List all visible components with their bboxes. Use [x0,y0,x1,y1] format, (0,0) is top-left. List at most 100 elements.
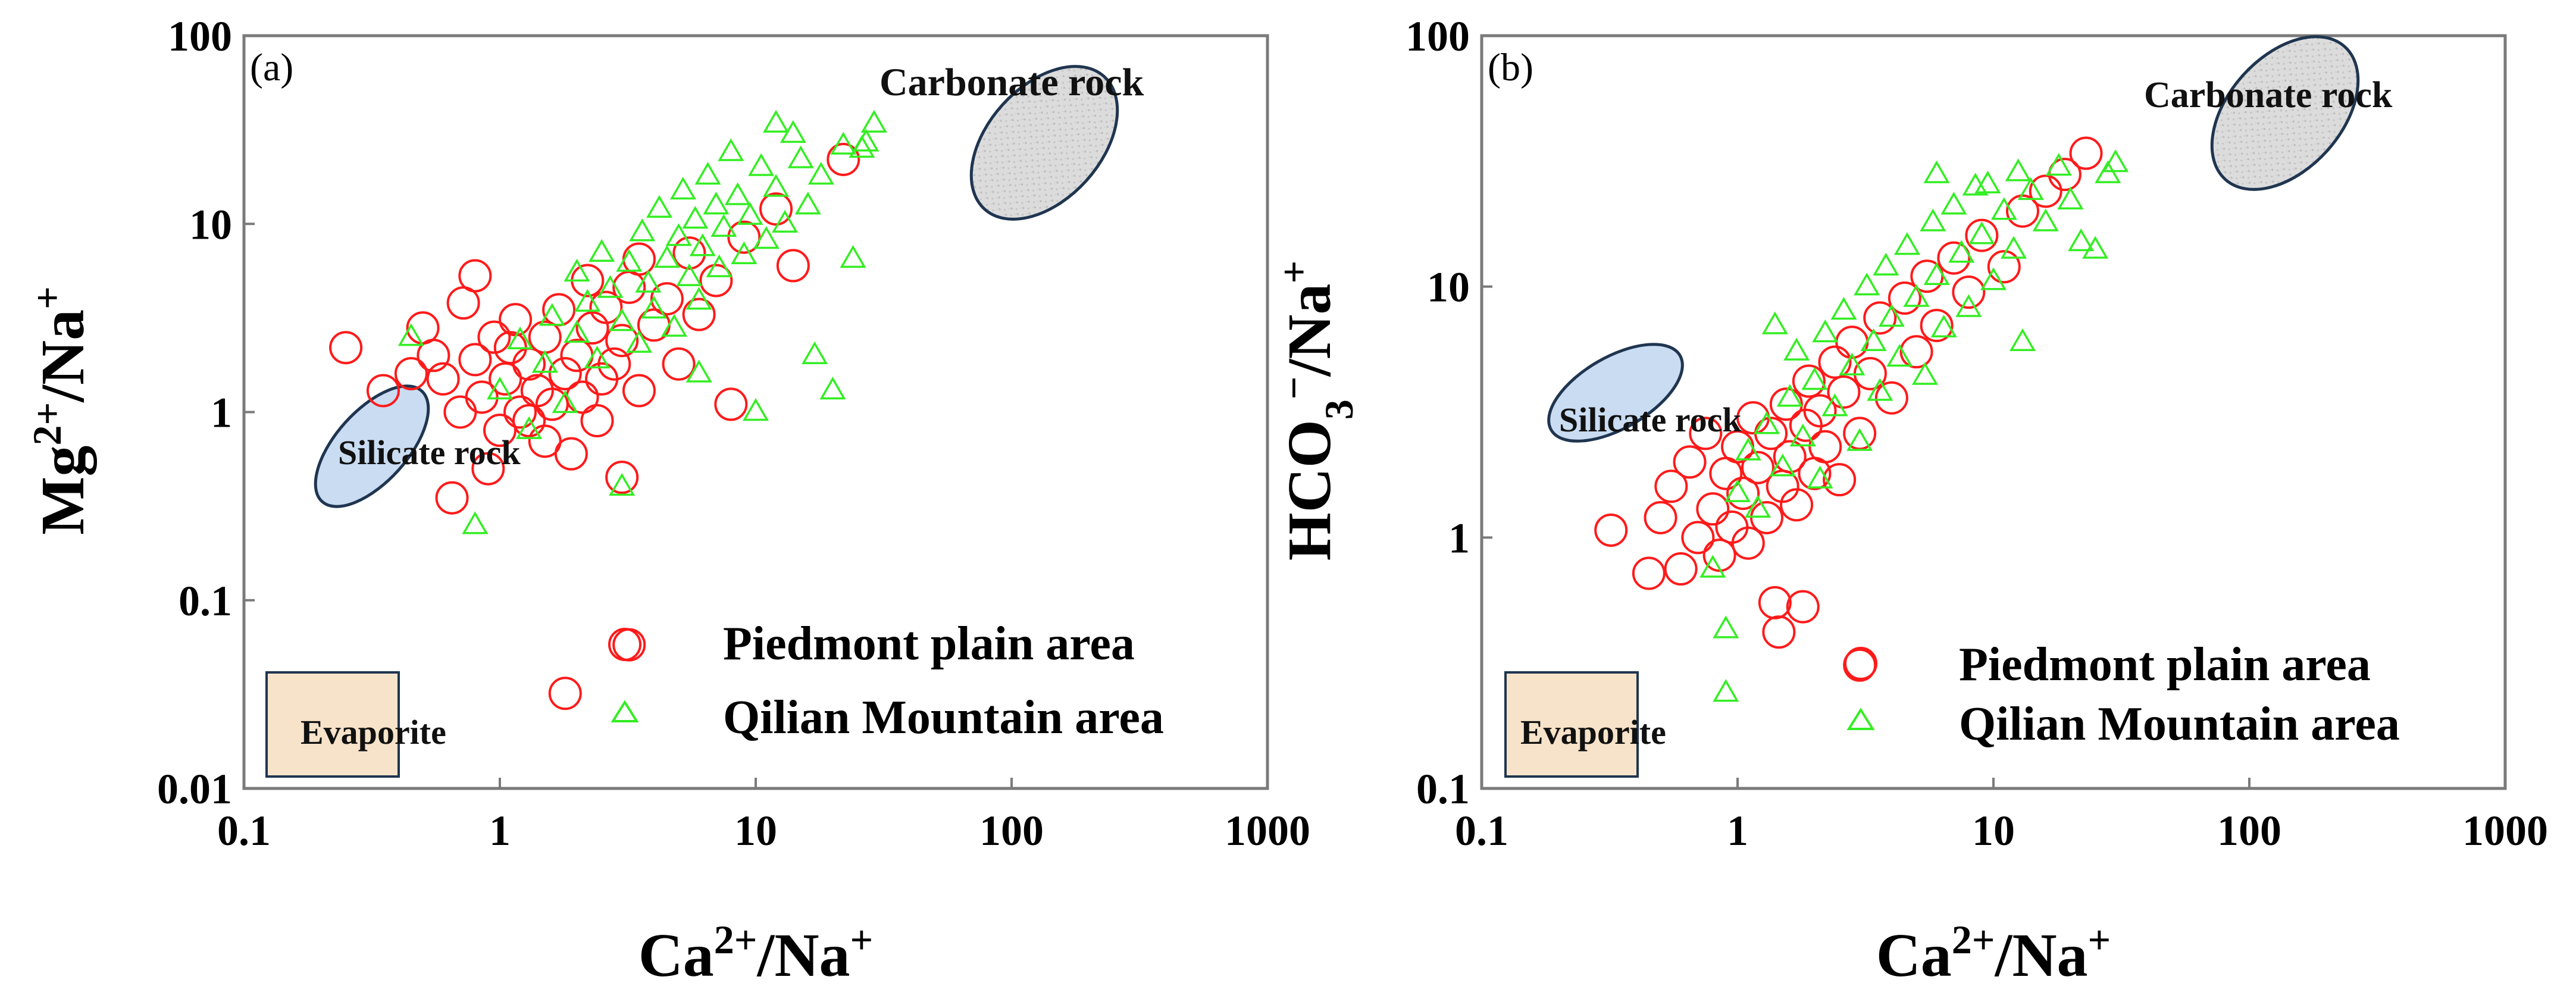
piedmont-point [477,320,511,354]
piedmont-point [394,356,428,390]
piedmont-point [548,677,582,710]
qilian-point [1801,367,1828,390]
piedmont-point [714,387,748,421]
qilian-point [748,153,775,176]
qilian-point [397,323,424,346]
qilian-point [1886,343,1913,367]
qilian-point [1920,208,1946,231]
piedmont-point [443,395,477,429]
qilian-point [731,241,758,264]
piedmont-point [565,380,599,414]
piedmont-point [1664,552,1698,586]
qilian-point [486,376,514,400]
piedmont-point [1965,218,1999,252]
qilian-point [1955,294,1982,317]
x-tick-label: 1 [1727,807,1748,854]
silicate-rock-region-a [314,384,430,508]
qilian-point [515,416,543,439]
qilian-point [584,345,611,369]
y-tick-label: 0.01 [157,765,232,813]
qilian-point [669,177,696,200]
qilian-point [640,295,667,319]
qilian-point [531,350,558,373]
piedmont-point [1762,615,1796,649]
piedmont-point [499,303,533,337]
piedmont-point [1689,417,1723,450]
piedmont-point [560,339,594,372]
qilian-point [2032,208,2059,231]
piedmont-point [1786,590,1820,624]
qilian-point [1761,311,1788,334]
qilian-point [1821,393,1848,417]
qilian-point [1753,411,1780,434]
x-ticks-b: 0.1 1 10 100 1000 [1455,778,2548,854]
qilian-point [686,359,712,383]
qilian-point [2102,149,2129,173]
piedmont-point [1696,492,1730,526]
qilian-point [1990,197,2017,220]
qilian-point [853,129,879,152]
qilian-point [1713,615,1739,638]
qilian-point [1867,378,1893,401]
qilian-point [1812,320,1839,343]
legend-a: Piedmont plain area Qilian Mountain area [608,618,1164,744]
qilian-point [2082,236,2109,259]
piedmont-point [483,414,517,447]
qilian-point [1713,679,1739,702]
piedmont-point [575,311,609,345]
piedmont-point [759,192,793,226]
piedmont-point [1823,463,1857,497]
piedmont-point [1780,488,1814,522]
carbonate-rock-region-a [969,65,1119,221]
piedmont-point [1654,469,1688,503]
x-tick-label: 0.1 [217,807,271,854]
piedmont-point [1673,445,1707,479]
piedmont-point [650,282,684,316]
piedmont-point [1681,521,1715,555]
piedmont-point [1769,387,1803,421]
qilian-point [802,341,828,365]
piedmont-point [605,324,639,358]
qilian-point [1911,362,1938,385]
piedmont-point [329,331,363,365]
qilian-point [616,249,643,272]
piedmont-point [1899,335,1933,369]
qilian-point [830,132,857,155]
evaporite-region-a [265,671,400,778]
regions-a [265,65,1119,778]
piedmont-point [548,356,582,390]
qilian-point [1873,252,1899,276]
qilian-point [1854,273,1880,296]
qilian-point [1699,555,1726,578]
piedmont-point [503,395,537,429]
qilian-point [1846,428,1873,451]
silicate-rock-label-b: Silicate rock [1559,400,1742,439]
qilian-point [1745,494,1771,518]
legend-marker-qilian-b [1846,708,1875,730]
qilian-point [763,109,790,133]
qilian-point [1789,424,1816,447]
y-ticks-a: 0.01 0.1 1 10 100 [157,12,255,813]
qilian-point [742,397,769,421]
y-tick-label: 100 [168,12,232,60]
piedmont-point [699,264,733,298]
silicate-rock-label-a: Silicate rock [338,433,521,472]
carbonate-rock-label-a: Carbonate rock [879,61,1144,104]
qilian-point [771,209,799,233]
x-ticks-a: 0.1 1 10 100 1000 [217,778,1310,854]
qilian-point [564,258,590,282]
piedmont-point [580,403,614,437]
qilian-point [2017,177,2044,201]
x-tick-label: 1000 [1225,807,1310,854]
qilian-point [2045,152,2072,176]
legend-marker-qilian-a [611,700,639,722]
piedmont-point [776,249,810,283]
piedmont-point [1863,301,1897,335]
qilian-point [849,134,875,158]
qilian-point [1783,337,1810,361]
y-tick-label: 1 [1448,514,1470,562]
qilian-point [2068,228,2095,252]
qilian-point [2095,160,2121,183]
piedmont-point [465,380,499,414]
